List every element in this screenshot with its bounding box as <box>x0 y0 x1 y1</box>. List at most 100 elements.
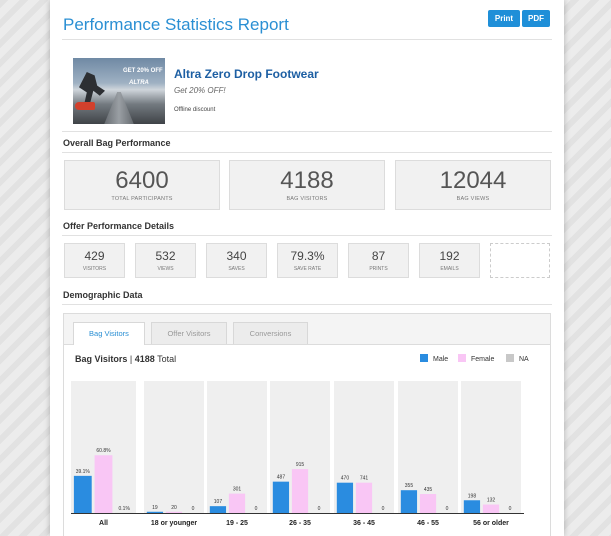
tab-bag-visitors[interactable]: Bag Visitors <box>73 322 145 345</box>
stat-save-rate: 79.3% SAVE RATE <box>277 243 338 278</box>
print-button[interactable]: Print <box>488 10 520 27</box>
data-label-male-4: 470 <box>341 476 350 482</box>
shoe-shape <box>75 102 95 110</box>
bar-male-4 <box>336 482 354 513</box>
stat-placeholder <box>490 243 550 278</box>
category-label: 46 - 55 <box>417 520 439 527</box>
bar-female-6 <box>482 504 500 513</box>
legend-na: NA <box>506 354 529 363</box>
stat-saves: 340 SAVES <box>206 243 267 278</box>
bar-female-0 <box>94 455 113 513</box>
offer-title[interactable]: Altra Zero Drop Footwear <box>174 67 319 81</box>
offer-image-promo: GET 20% OFF <box>123 68 163 74</box>
stat-label: VISITORS <box>82 266 107 272</box>
category-label: 19 - 25 <box>226 520 248 527</box>
offer-image-brand: ALTRA <box>129 80 149 86</box>
stat-label: TOTAL PARTICIPANTS <box>111 196 173 202</box>
category-label: 36 - 45 <box>353 520 375 527</box>
legend-female: Female <box>458 354 494 363</box>
bar-female-1 <box>165 511 183 513</box>
chart-title-separator: | <box>129 354 133 364</box>
chart-group-bg <box>207 381 267 513</box>
data-label-na-5: 0 <box>446 506 449 512</box>
report-page: Performance Statistics Report Print PDF … <box>50 0 564 536</box>
data-label-na-6: 0 <box>509 506 512 512</box>
stat-value: 6400 <box>115 167 169 194</box>
bar-male-2 <box>209 506 227 513</box>
stat-label: BAG VISITORS <box>286 196 328 202</box>
bar-male-3 <box>272 481 290 513</box>
chart-title: Bag Visitors | 4188 Total <box>75 354 176 364</box>
data-label-female-5: 435 <box>424 487 433 493</box>
data-label-female-2: 301 <box>233 487 242 493</box>
bar-male-5 <box>400 490 418 513</box>
chart-group-bg <box>461 381 521 513</box>
offer-subtitle: Get 20% OFF! <box>174 86 226 95</box>
offer-divider <box>62 131 552 132</box>
stat-label: EMAILS <box>440 266 459 272</box>
stat-value: 12044 <box>439 167 507 194</box>
bar-male-1 <box>146 511 164 513</box>
chart-title-label: Bag Visitors <box>75 354 128 364</box>
stat-visitors: 429 VISITORS <box>64 243 125 278</box>
data-label-na-1: 0 <box>192 506 195 512</box>
data-label-male-5: 355 <box>405 483 414 489</box>
bar-female-3 <box>291 469 309 513</box>
category-label: All <box>99 520 108 527</box>
stat-views: 532 VIEWS <box>135 243 196 278</box>
chart-group-bg <box>144 381 204 513</box>
category-label: 18 or younger <box>151 520 198 527</box>
data-label-male-6: 198 <box>468 493 477 499</box>
bar-female-2 <box>228 493 246 513</box>
page-title: Performance Statistics Report <box>63 15 289 34</box>
stat-bag-visitors: 4188 BAG VISITORS <box>229 160 385 210</box>
title-divider <box>62 39 552 40</box>
data-label-male-1: 19 <box>152 505 158 511</box>
bar-female-5 <box>419 494 437 513</box>
tab-conversions[interactable]: Conversions <box>233 322 308 344</box>
stat-emails: 192 EMAILS <box>419 243 480 278</box>
legend-label-female: Female <box>471 356 495 363</box>
category-label: 56 or older <box>473 520 509 527</box>
data-label-na-4: 0 <box>382 506 385 512</box>
runner-figure <box>79 72 105 106</box>
details-heading: Offer Performance Details <box>63 221 175 231</box>
data-label-male-2: 107 <box>214 499 223 505</box>
offer-image: GET 20% OFF ALTRA <box>73 58 165 124</box>
demographic-bar-chart: 39.1% 60.8% 0.1% All 19 20 0 18 or younger 107 30… <box>71 381 524 527</box>
stat-value: 87 <box>371 249 386 263</box>
chart-total-value: 4188 <box>134 354 155 364</box>
data-label-male-0: 39.1% <box>76 469 91 475</box>
bar-male-0 <box>73 475 92 513</box>
data-label-female-1: 20 <box>171 505 177 511</box>
stat-value: 429 <box>84 249 105 263</box>
legend-swatch-female <box>458 354 466 362</box>
stat-label: VIEWS <box>157 266 174 272</box>
pdf-button[interactable]: PDF <box>522 10 550 27</box>
tab-bar: Bag Visitors Offer Visitors Conversions <box>64 314 550 345</box>
offer-note: Offline discount <box>174 107 216 113</box>
data-label-male-3: 487 <box>277 475 286 481</box>
tab-offer-visitors[interactable]: Offer Visitors <box>151 322 227 344</box>
chart-total-label: Total <box>157 354 177 364</box>
stat-value: 532 <box>155 249 176 263</box>
stat-label: SAVE RATE <box>293 266 322 272</box>
data-label-na-2: 0 <box>255 506 258 512</box>
legend-male: Male <box>420 354 448 363</box>
legend-swatch-male <box>420 354 428 362</box>
demographic-panel: Bag Visitors Offer Visitors Conversions … <box>63 313 551 536</box>
stat-label: SAVES <box>228 266 245 272</box>
details-divider <box>62 235 552 236</box>
legend-label-na: NA <box>519 356 529 363</box>
data-label-na-3: 0 <box>318 506 321 512</box>
stat-label: PRINTS <box>369 266 388 272</box>
legend-label-male: Male <box>433 356 449 363</box>
bar-male-6 <box>463 500 481 513</box>
overall-heading: Overall Bag Performance <box>63 138 171 148</box>
data-label-female-4: 741 <box>360 476 369 482</box>
stat-label: BAG VIEWS <box>456 196 490 202</box>
stat-value: 79.3% <box>290 249 325 263</box>
stat-value: 192 <box>439 249 460 263</box>
bar-female-4 <box>355 482 373 513</box>
stat-value: 4188 <box>280 167 334 194</box>
